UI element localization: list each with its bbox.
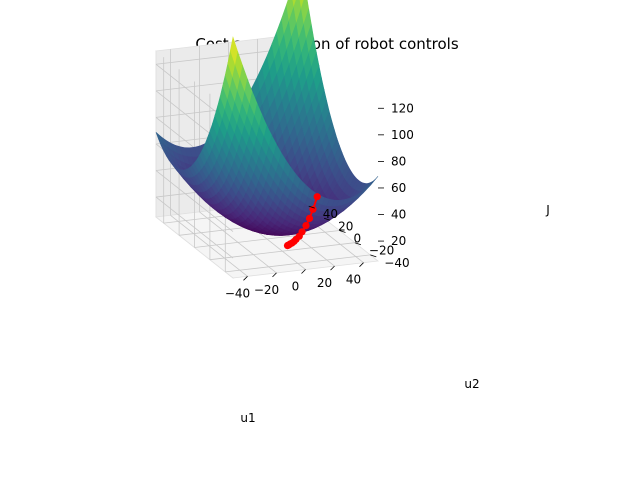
y-tick-label: −20 — [369, 244, 394, 258]
x-tick-label: 0 — [292, 280, 300, 294]
surface-patch — [370, 176, 379, 186]
z-tick-label: 100 — [391, 128, 414, 142]
y-tick-label: 20 — [338, 219, 353, 233]
x-tick-label: −40 — [225, 286, 250, 300]
z-tick-label: 60 — [391, 181, 406, 195]
x-tick-mark — [301, 269, 306, 274]
optimization-path — [283, 193, 321, 250]
path-point — [309, 205, 317, 213]
x-tick-label: 40 — [346, 273, 361, 287]
x-tick-mark — [243, 276, 248, 281]
y-tick-label: 40 — [323, 207, 338, 221]
z-tick-label: 120 — [391, 101, 414, 115]
y-tick-mark — [308, 205, 315, 209]
y-tick-mark — [370, 254, 377, 258]
y-tick-label: −40 — [384, 256, 409, 270]
floor-grid-y — [225, 254, 371, 273]
y-axis-label: u2 — [464, 377, 479, 391]
left-grid-z — [155, 170, 234, 232]
y-tick-mark — [339, 230, 346, 233]
z-tick-label: 20 — [391, 234, 406, 248]
z-tick-label: 80 — [391, 154, 406, 168]
floor-grid-y — [194, 230, 340, 248]
x-tick-label: −20 — [254, 283, 279, 297]
x-tick-mark — [359, 262, 364, 267]
path-point — [305, 214, 314, 222]
x-tick-mark — [330, 265, 335, 271]
path-point — [302, 222, 310, 230]
path-point — [313, 193, 321, 201]
z-tick-label: 40 — [391, 208, 406, 222]
path-point — [283, 242, 292, 250]
x-axis-label: u1 — [240, 411, 255, 425]
y-tick-label: 0 — [354, 232, 362, 246]
floor-grid-y — [209, 242, 355, 261]
y-tick-mark — [354, 242, 362, 246]
surface-patch — [299, 0, 305, 9]
cost-surface — [155, 0, 379, 236]
left-grid-z — [155, 196, 234, 259]
z-axis-label: J — [545, 203, 550, 217]
y-tick-mark — [323, 217, 331, 221]
x-tick-mark — [272, 272, 277, 278]
x-tick-label: 20 — [317, 276, 332, 290]
